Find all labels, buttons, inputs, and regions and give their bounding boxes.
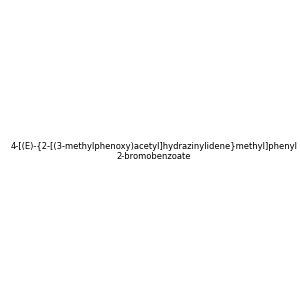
Text: 4-[(E)-{2-[(3-methylphenoxy)acetyl]hydrazinylidene}methyl]phenyl 2-bromobenzoate: 4-[(E)-{2-[(3-methylphenoxy)acetyl]hydra…	[10, 142, 297, 161]
